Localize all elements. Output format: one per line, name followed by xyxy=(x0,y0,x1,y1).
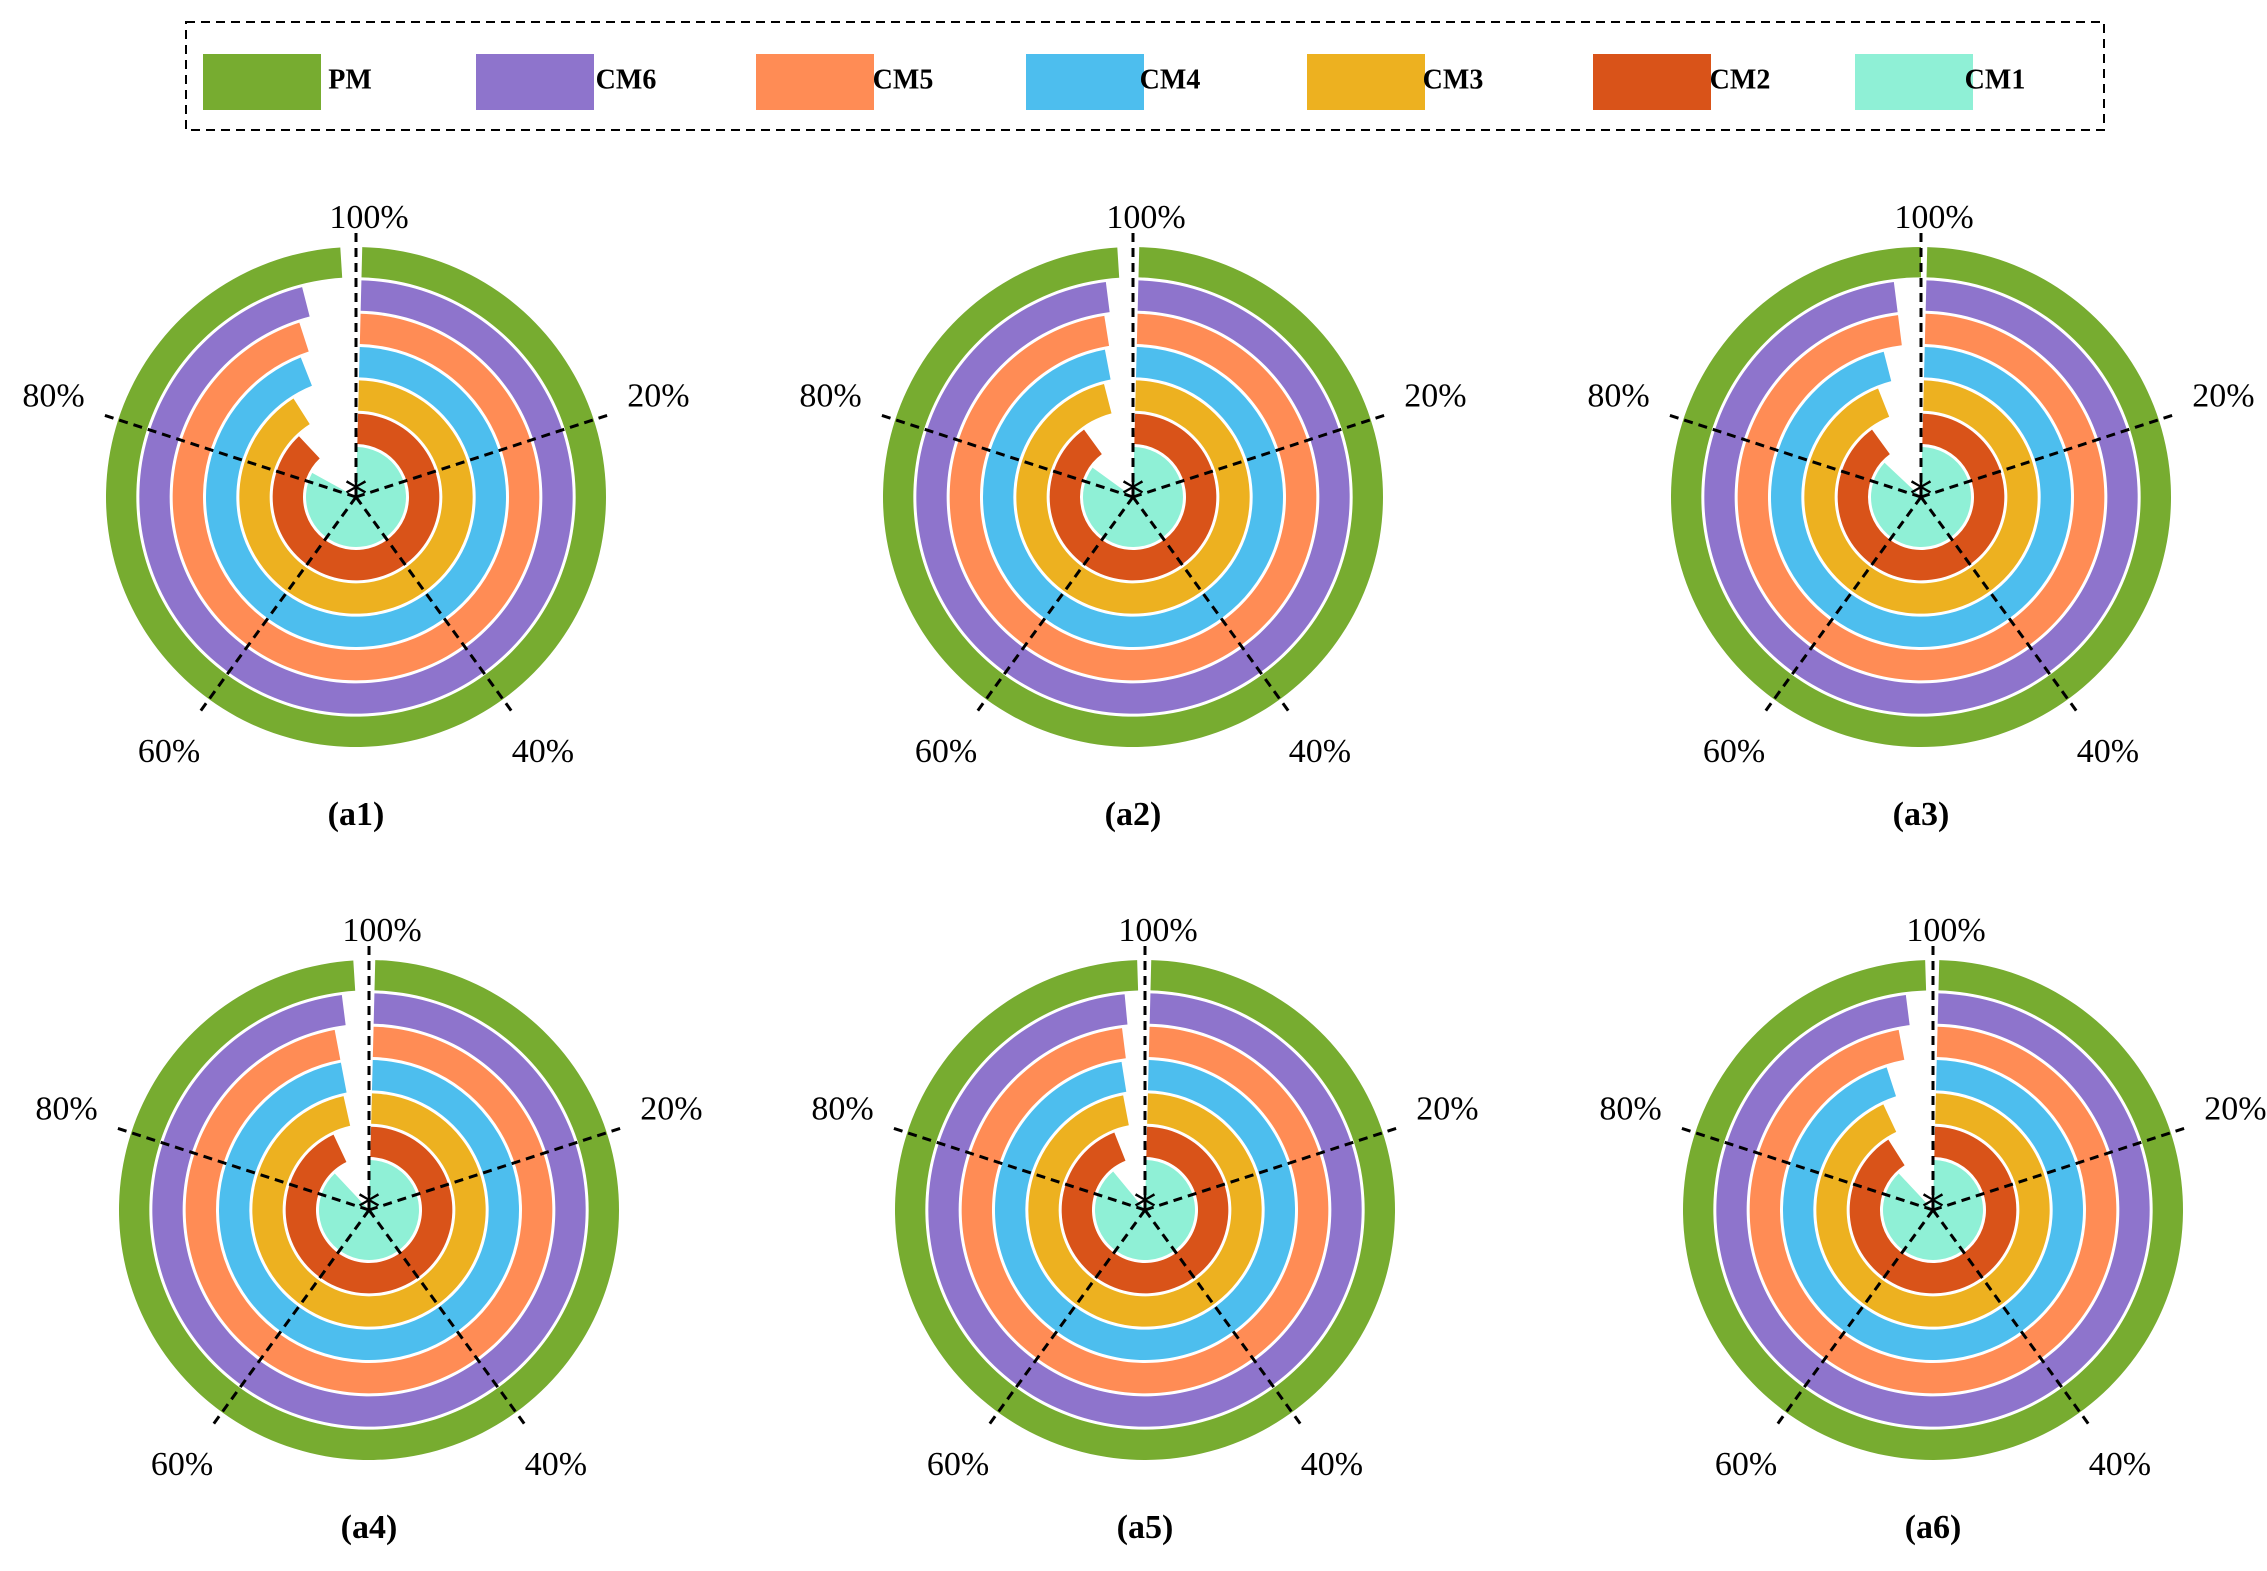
tick-label-a6-20: 20% xyxy=(2204,1091,2266,1128)
bar-a3-cm2 xyxy=(1837,413,2005,581)
tick-label-a3-100: 100% xyxy=(1894,199,1973,236)
tick-label-a4-20: 20% xyxy=(640,1091,702,1128)
tick-label-a4-60: 60% xyxy=(151,1446,213,1483)
charts: 20% 40% 60% 80% 100% * (a1) 20% 40% 60% 80% 100% * (a… xyxy=(22,199,2266,1546)
legend-label-cm6: CM6 xyxy=(596,64,657,95)
chart-a5: 20% 40% 60% 80% 100% * (a5) xyxy=(811,912,1478,1546)
center-star-a4: * xyxy=(358,1181,381,1235)
legend-label-cm4: CM4 xyxy=(1140,64,1201,95)
legend-label-cm2: CM2 xyxy=(1710,64,1771,95)
tick-label-a1-80: 80% xyxy=(22,378,84,415)
panel-label-a5: (a5) xyxy=(1117,1509,1174,1546)
tick-label-a4-100: 100% xyxy=(342,912,421,949)
tick-label-a5-80: 80% xyxy=(811,1091,873,1128)
legend-label-cm5: CM5 xyxy=(873,64,934,95)
tick-label-a6-60: 60% xyxy=(1715,1446,1777,1483)
tick-label-a2-60: 60% xyxy=(915,733,977,770)
tick-label-a6-100: 100% xyxy=(1906,912,1985,949)
tick-label-a3-40: 40% xyxy=(2077,733,2139,770)
legend-label-cm1: CM1 xyxy=(1965,64,2026,95)
bar-a6-cm2 xyxy=(1849,1126,2017,1294)
legend-swatch-cm4 xyxy=(1026,54,1144,110)
panel-label-a2: (a2) xyxy=(1105,796,1162,833)
center-star-a2: * xyxy=(1122,468,1145,522)
legend: PM CM6 CM5 CM4 CM3 CM2 CM1 xyxy=(185,21,2105,131)
panel-label-a1: (a1) xyxy=(328,796,385,833)
legend-swatch-cm1 xyxy=(1855,54,1973,110)
chart-a1: 20% 40% 60% 80% 100% * (a1) xyxy=(22,199,689,833)
tick-label-a3-80: 80% xyxy=(1587,378,1649,415)
center-star-a3: * xyxy=(1910,468,1933,522)
legend-swatch-cm5 xyxy=(756,54,874,110)
tick-label-a5-60: 60% xyxy=(927,1446,989,1483)
tick-label-a4-80: 80% xyxy=(35,1091,97,1128)
tick-label-a5-100: 100% xyxy=(1118,912,1197,949)
tick-label-a3-60: 60% xyxy=(1703,733,1765,770)
tick-label-a2-40: 40% xyxy=(1289,733,1351,770)
center-star-a6: * xyxy=(1922,1181,1945,1235)
tick-label-a4-40: 40% xyxy=(525,1446,587,1483)
chart-a2: 20% 40% 60% 80% 100% * (a2) xyxy=(799,199,1466,833)
legend-swatch-pm xyxy=(203,54,321,110)
legend-swatch-cm3 xyxy=(1307,54,1425,110)
tick-label-a1-20: 20% xyxy=(627,378,689,415)
bar-a2-cm2 xyxy=(1049,413,1217,581)
tick-label-a1-100: 100% xyxy=(329,199,408,236)
tick-label-a2-20: 20% xyxy=(1404,378,1466,415)
tick-label-a3-20: 20% xyxy=(2192,378,2254,415)
tick-label-a1-40: 40% xyxy=(512,733,574,770)
legend-label-pm: PM xyxy=(328,64,372,95)
legend-label-cm3: CM3 xyxy=(1423,64,1484,95)
chart-a3: 20% 40% 60% 80% 100% * (a3) xyxy=(1587,199,2254,833)
legend-frame xyxy=(185,21,2105,131)
panel-label-a4: (a4) xyxy=(341,1509,398,1546)
tick-label-a6-80: 80% xyxy=(1599,1091,1661,1128)
panel-label-a3: (a3) xyxy=(1893,796,1950,833)
tick-label-a1-60: 60% xyxy=(138,733,200,770)
tick-label-a6-40: 40% xyxy=(2089,1446,2151,1483)
center-star-a5: * xyxy=(1134,1181,1157,1235)
tick-label-a5-40: 40% xyxy=(1301,1446,1363,1483)
chart-a4: 20% 40% 60% 80% 100% * (a4) xyxy=(35,912,702,1546)
tick-label-a5-20: 20% xyxy=(1416,1091,1478,1128)
legend-swatch-cm6 xyxy=(476,54,594,110)
tick-label-a2-80: 80% xyxy=(799,378,861,415)
bar-a5-cm2 xyxy=(1061,1126,1229,1294)
panel-label-a6: (a6) xyxy=(1905,1509,1962,1546)
center-star-a1: * xyxy=(345,468,368,522)
bar-a4-cm2 xyxy=(285,1126,453,1294)
chart-a6: 20% 40% 60% 80% 100% * (a6) xyxy=(1599,912,2266,1546)
bar-a1-cm2 xyxy=(272,413,440,581)
legend-swatch-cm2 xyxy=(1593,54,1711,110)
tick-label-a2-100: 100% xyxy=(1106,199,1185,236)
